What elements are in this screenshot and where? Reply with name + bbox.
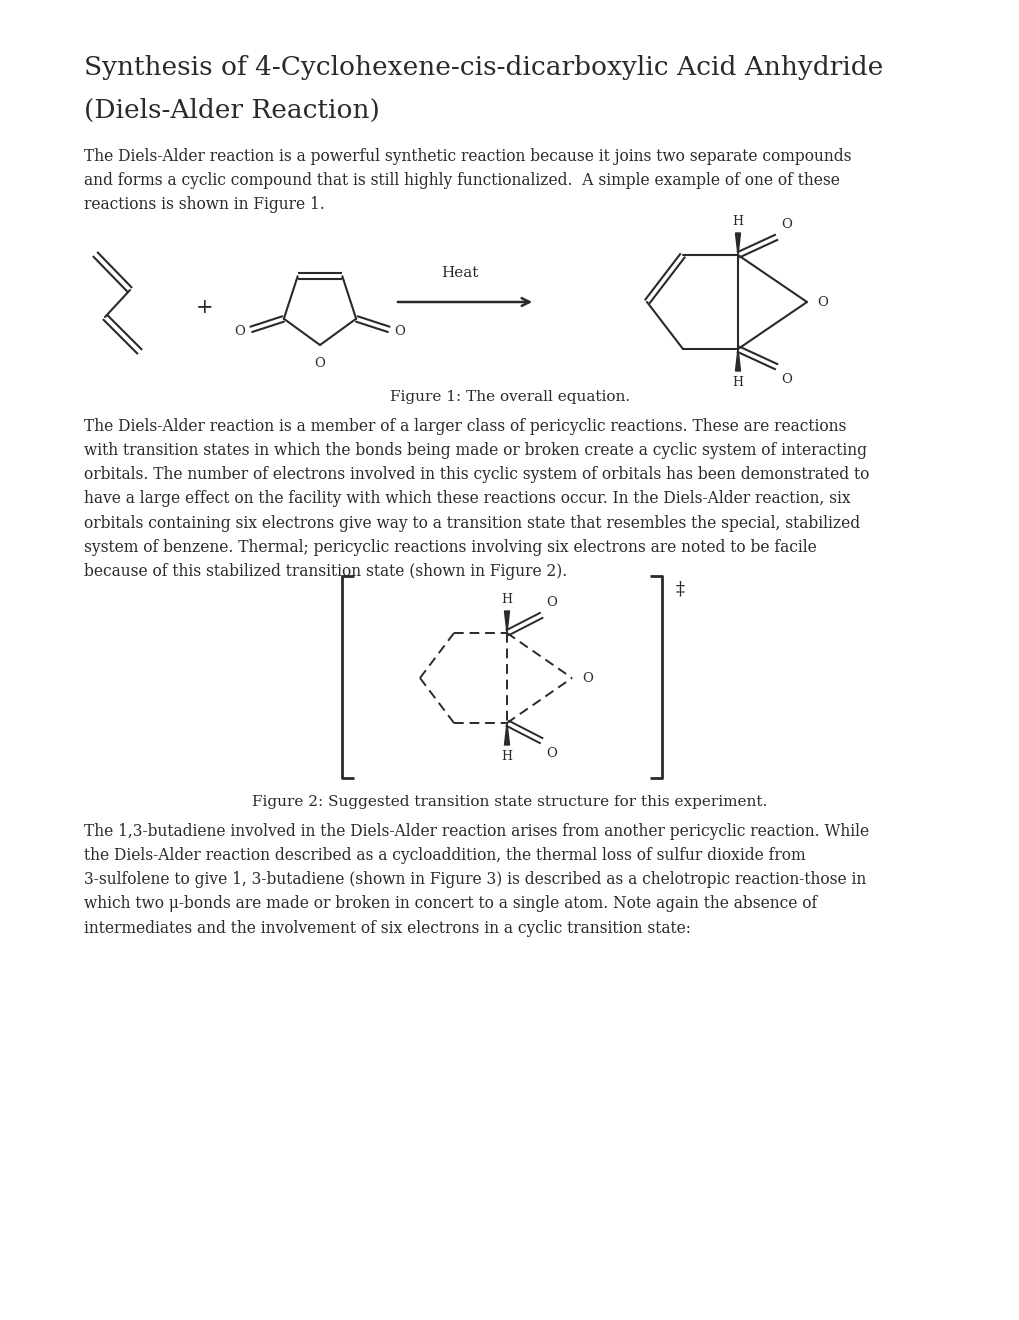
Polygon shape: [504, 611, 510, 634]
Text: O: O: [816, 296, 827, 309]
Text: The Diels-Alder reaction is a powerful synthetic reaction because it joins two s: The Diels-Alder reaction is a powerful s…: [84, 148, 850, 214]
Text: O: O: [781, 374, 791, 385]
Text: H: H: [501, 593, 512, 606]
Text: Synthesis of 4-Cyclohexene-cis-dicarboxylic Acid Anhydride: Synthesis of 4-Cyclohexene-cis-dicarboxy…: [84, 55, 882, 81]
Text: The 1,3-butadiene involved in the Diels-Alder reaction arises from another peric: The 1,3-butadiene involved in the Diels-…: [84, 822, 868, 937]
Text: O: O: [394, 325, 405, 338]
Text: O: O: [781, 218, 791, 231]
Text: Figure 1: The overall equation.: Figure 1: The overall equation.: [389, 389, 630, 404]
Text: O: O: [234, 325, 246, 338]
Polygon shape: [504, 723, 510, 744]
Polygon shape: [735, 234, 740, 255]
Text: Heat: Heat: [441, 267, 478, 280]
Text: ‡: ‡: [676, 581, 685, 599]
Text: H: H: [732, 376, 743, 389]
Text: O: O: [545, 747, 556, 760]
Text: Figure 2: Suggested transition state structure for this experiment.: Figure 2: Suggested transition state str…: [252, 795, 767, 809]
Text: H: H: [501, 750, 512, 763]
Text: +: +: [196, 297, 214, 317]
Text: O: O: [314, 356, 325, 370]
Polygon shape: [735, 348, 740, 371]
Text: H: H: [732, 215, 743, 228]
Text: (Diels-Alder Reaction): (Diels-Alder Reaction): [84, 98, 379, 123]
Text: O: O: [545, 597, 556, 609]
Text: The Diels-Alder reaction is a member of a larger class of pericyclic reactions. : The Diels-Alder reaction is a member of …: [84, 418, 868, 579]
Text: O: O: [582, 672, 592, 685]
